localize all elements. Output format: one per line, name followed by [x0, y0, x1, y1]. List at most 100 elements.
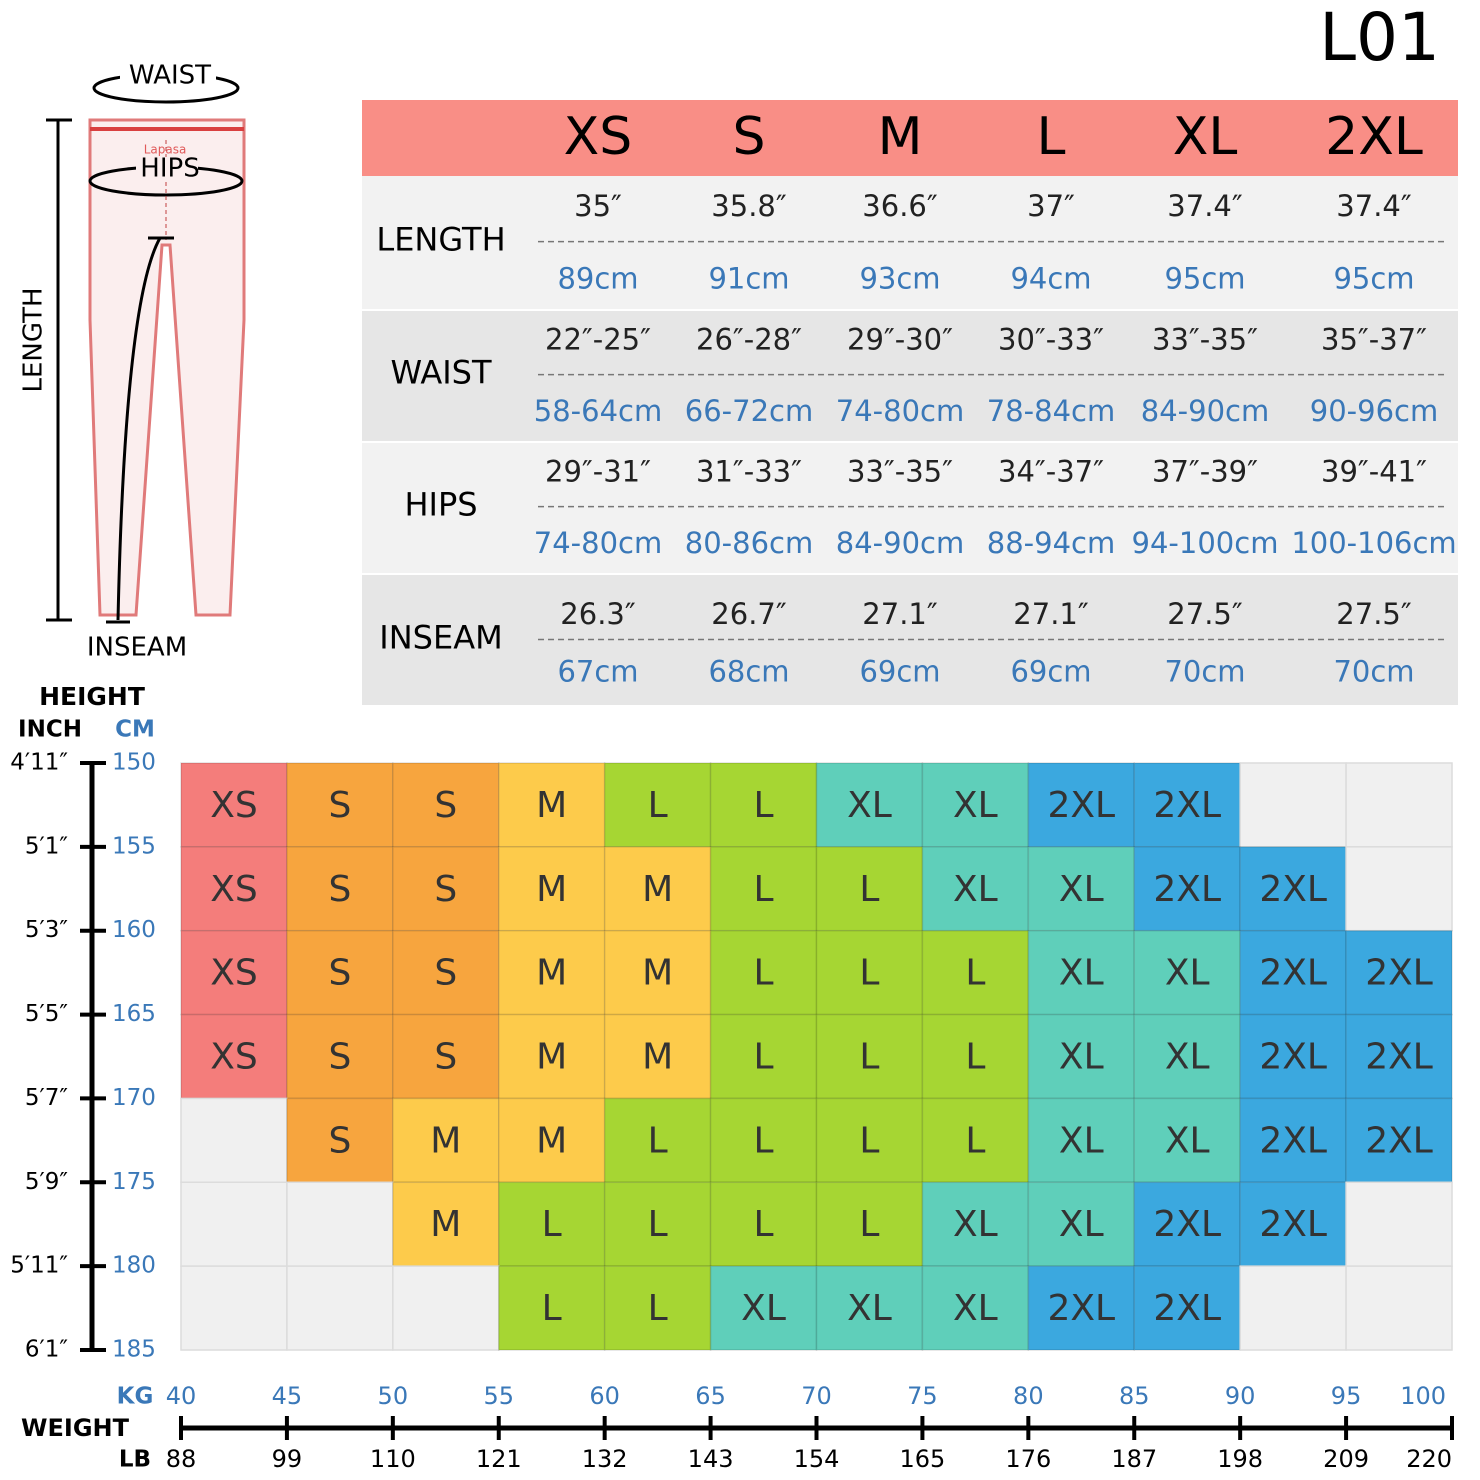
- grid-cell: [1133, 1265, 1241, 1351]
- grid-cell: [286, 1013, 394, 1100]
- cell-size: L: [542, 1288, 562, 1329]
- inch-value: 27.1″: [1013, 597, 1089, 631]
- kg-tick-label: 85: [1119, 1382, 1150, 1410]
- cell-size: S: [328, 785, 351, 826]
- cm-tick-label: 170: [112, 1085, 156, 1111]
- kg-tick-label: 40: [166, 1382, 197, 1410]
- inch-tick-label: 4′11″: [10, 750, 68, 776]
- size-header: XS: [564, 107, 633, 167]
- cell-size: XL: [1059, 953, 1104, 994]
- cell-size: 2XL: [1153, 785, 1221, 826]
- grid-cell: [498, 846, 606, 932]
- lb-tick-label: 220: [1406, 1445, 1452, 1473]
- size-header: L: [1037, 107, 1066, 167]
- cm-tick-label: 155: [112, 833, 156, 859]
- kg-tick-label: 45: [272, 1382, 303, 1410]
- cell-size: 2XL: [1259, 1120, 1327, 1161]
- cm-value: 67cm: [557, 655, 638, 689]
- cell-size: S: [434, 869, 457, 910]
- hips-label: HIPS: [140, 154, 199, 184]
- cell-size: M: [536, 785, 567, 826]
- inch-value: 27.5″: [1336, 597, 1412, 631]
- cell-size: M: [536, 1120, 567, 1161]
- grid-cell: [1345, 1013, 1453, 1100]
- cell-size: XL: [1059, 869, 1104, 910]
- cm-value: 69cm: [1010, 655, 1091, 689]
- size-table: XS S M L XL 2XL LENGTH 35″ 35.8″ 36.6″ 37″ 37.4″ 37.…: [362, 100, 1458, 705]
- inch-title: INCH: [18, 717, 82, 743]
- grid-cell: [498, 929, 606, 1016]
- lb-tick-label: 154: [794, 1445, 840, 1473]
- cell-size: XS: [210, 869, 258, 910]
- inch-value: 27.5″: [1167, 597, 1243, 631]
- inch-value: 37″-39″: [1152, 455, 1258, 489]
- inch-value: 30″-33″: [998, 323, 1104, 357]
- cell-size: M: [642, 869, 673, 910]
- grid-cell: [1133, 762, 1241, 848]
- product-code: L01: [1319, 0, 1440, 76]
- cell-size: S: [328, 1120, 351, 1161]
- grid-cell: [603, 762, 712, 848]
- grid-cell: [1345, 762, 1453, 848]
- grid-cell: [709, 1181, 818, 1267]
- inch-tick-label: 6′1″: [25, 1337, 68, 1363]
- grid-cell: [1345, 1097, 1453, 1184]
- lb-tick-label: 99: [272, 1445, 303, 1473]
- cell-size: M: [536, 1037, 567, 1078]
- cell-size: XL: [847, 785, 892, 826]
- cm-value: 94-100cm: [1132, 526, 1279, 560]
- cm-value: 94cm: [1010, 262, 1091, 296]
- inch-value: 36.6″: [862, 189, 938, 223]
- cell-size: L: [965, 1120, 985, 1161]
- lb-title: LB: [119, 1447, 151, 1473]
- inch-value: 35″-37″: [1321, 323, 1427, 357]
- cell-size: M: [536, 869, 567, 910]
- cell-size: XS: [210, 1037, 258, 1078]
- inch-value: 37.4″: [1336, 189, 1412, 223]
- cell-size: L: [859, 1037, 879, 1078]
- kg-tick-label: 75: [907, 1382, 938, 1410]
- grid-cell: [1027, 1097, 1136, 1184]
- size-header: M: [878, 107, 923, 167]
- cm-value: 89cm: [557, 262, 638, 296]
- inch-tick-label: 5′9″: [25, 1169, 68, 1195]
- cell-size: S: [434, 953, 457, 994]
- table-row-bg: [362, 310, 1458, 442]
- grid-cell: [1345, 929, 1453, 1016]
- lb-tick-label: 187: [1111, 1445, 1157, 1473]
- grid-cell: [1133, 1097, 1241, 1184]
- cell-size: M: [430, 1120, 461, 1161]
- grid-cell: [180, 1097, 288, 1184]
- cm-value: 58-64cm: [534, 394, 662, 428]
- cell-size: S: [328, 869, 351, 910]
- cell-size: XL: [741, 1288, 786, 1329]
- weight-title: WEIGHT: [21, 1414, 130, 1442]
- grid-cell: [603, 846, 712, 932]
- cell-size: S: [328, 953, 351, 994]
- cell-size: L: [754, 1120, 774, 1161]
- inch-value: 29″-30″: [847, 323, 953, 357]
- cm-value: 68cm: [708, 655, 789, 689]
- lb-tick-label: 110: [370, 1445, 416, 1473]
- cell-size: 2XL: [1365, 1037, 1433, 1078]
- cell-size: 2XL: [1259, 869, 1327, 910]
- cell-size: XL: [953, 785, 998, 826]
- cell-size: XL: [953, 1288, 998, 1329]
- grid-cell: [1239, 1265, 1347, 1351]
- cell-size: XS: [210, 953, 258, 994]
- grid-cell: [286, 1181, 394, 1267]
- lb-tick-label: 209: [1323, 1445, 1369, 1473]
- grid-cell: [921, 1013, 1030, 1100]
- inch-value: 33″-35″: [1152, 323, 1258, 357]
- kg-tick-label: 90: [1225, 1382, 1256, 1410]
- cell-size: L: [859, 1120, 879, 1161]
- leggings-diagram: [46, 66, 246, 624]
- grid-cell: [498, 1265, 606, 1351]
- length-label: LENGTH: [19, 287, 49, 392]
- grid-cell: [1239, 1097, 1347, 1184]
- cm-value: 90-96cm: [1310, 394, 1438, 428]
- cell-size: XL: [1059, 1037, 1104, 1078]
- grid-cell: [709, 1097, 818, 1184]
- cell-size: 2XL: [1153, 1288, 1221, 1329]
- lb-tick-label: 176: [1005, 1445, 1051, 1473]
